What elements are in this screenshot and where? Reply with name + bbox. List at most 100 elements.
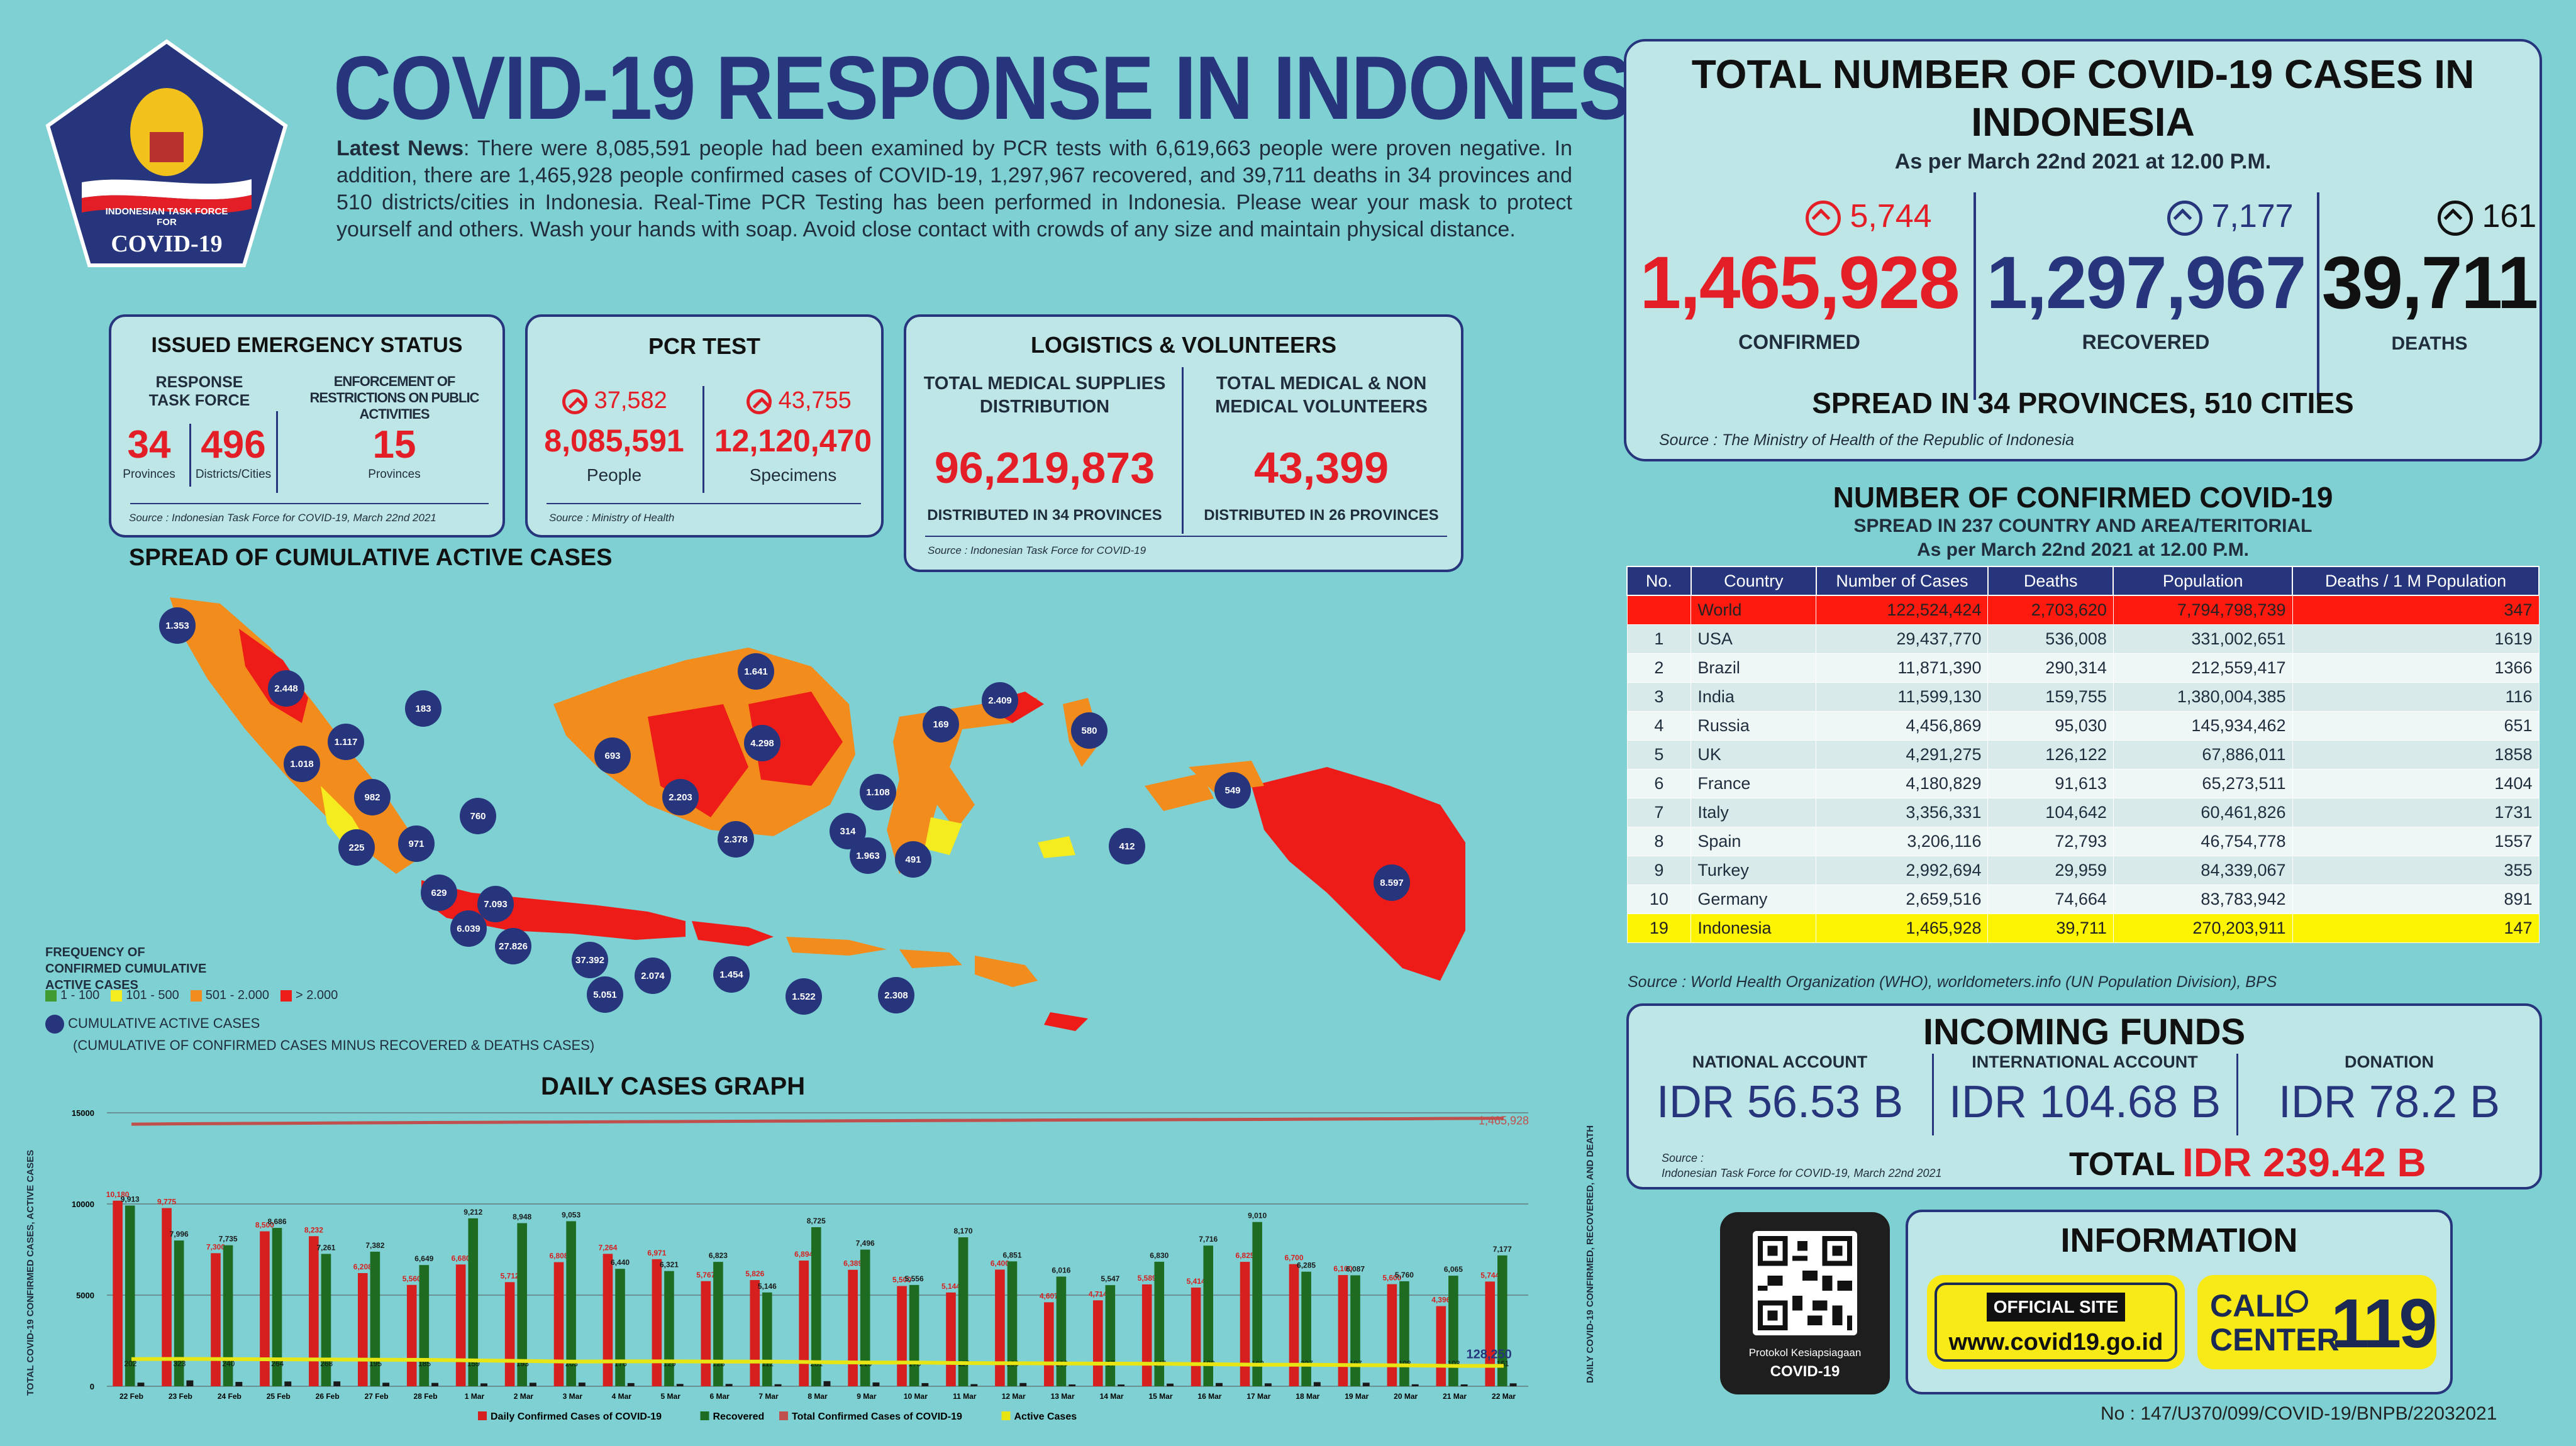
- qr-card[interactable]: Protokol Kesiapsiagaan COVID-19: [1720, 1212, 1890, 1394]
- active-cases-bubble: 1.963: [850, 837, 886, 874]
- confirmed-data-label: 4,714: [1089, 1289, 1108, 1298]
- confirmed-bar: [358, 1272, 368, 1386]
- table-cell: 5: [1626, 740, 1692, 770]
- table-cell: 3,206,116: [1816, 827, 1989, 856]
- recovered-data-label: 8,170: [954, 1227, 973, 1235]
- official-site-label: OFFICIAL SITE: [1987, 1293, 2125, 1322]
- confirmed-bar: [309, 1236, 319, 1386]
- active-cases-bubble: 982: [354, 779, 391, 815]
- x-tick-label: 13 Mar: [1051, 1392, 1075, 1401]
- legend-label: 101 - 500: [126, 988, 179, 1002]
- call-center-button[interactable]: CALL CENTER 119: [2197, 1275, 2437, 1369]
- confirmed-bar: [553, 1262, 564, 1386]
- death-data-label: 323: [173, 1359, 186, 1368]
- provinces-value: 34: [127, 423, 171, 466]
- official-site-button[interactable]: OFFICIAL SITE www.covid19.go.id: [1927, 1275, 2185, 1369]
- table-cell: 6: [1626, 769, 1692, 798]
- table-cell: 145,934,462: [2112, 711, 2293, 741]
- confirmed-data-label: 5,500: [892, 1276, 911, 1284]
- legend-label: > 2.000: [295, 988, 338, 1002]
- table-cell: 84,339,067: [2112, 856, 2293, 885]
- divider: [2317, 192, 2319, 400]
- table-cell: 1858: [2292, 740, 2540, 770]
- recovered-data-label: 5,760: [1395, 1271, 1414, 1279]
- confirmed-bar: [504, 1282, 515, 1386]
- confirmed-data-label: 5,589: [1138, 1274, 1157, 1283]
- table-cell: 1557: [2292, 827, 2540, 856]
- divider: [130, 503, 489, 504]
- x-tick-label: 19 Mar: [1345, 1392, 1368, 1401]
- incoming-funds-panel: INCOMING FUNDS NATIONAL ACCOUNT IDR 56.5…: [1626, 1003, 2542, 1189]
- confirmed-data-label: 6,400: [991, 1259, 1009, 1267]
- table-cell: 331,002,651: [2112, 624, 2293, 654]
- table-cell: 104,642: [1987, 798, 2114, 827]
- table-row: 5 UK 4,291,275 126,122 67,886,011 1858: [1626, 740, 2540, 770]
- x-tick-label: 22 Mar: [1492, 1392, 1516, 1401]
- x-tick-label: 25 Feb: [267, 1392, 291, 1401]
- confirmed-bar: [455, 1264, 466, 1386]
- recovered-bar: [762, 1292, 772, 1386]
- table-cell: 116: [2292, 682, 2540, 712]
- confirmed-bar: [1092, 1300, 1103, 1386]
- x-tick-label: 9 Mar: [857, 1392, 877, 1401]
- chart-legend-label: Daily Confirmed Cases of COVID-19: [491, 1411, 662, 1422]
- confirmed-bar: [652, 1259, 662, 1386]
- death-bar: [1460, 1384, 1468, 1386]
- y-tick-label: 15000: [72, 1108, 94, 1118]
- death-bar: [431, 1383, 439, 1386]
- recovered-data-label: 9,913: [121, 1195, 140, 1204]
- recovered-data-label: 6,285: [1297, 1261, 1316, 1270]
- table-cell: 39,711: [1987, 913, 2114, 943]
- x-tick-label: 15 Mar: [1149, 1392, 1173, 1401]
- response-task-force-label: RESPONSE TASK FORCE: [148, 373, 250, 409]
- confirmed-bar: [1387, 1284, 1397, 1386]
- death-bar: [578, 1383, 586, 1386]
- active-cases-bubble: 27.826: [495, 928, 531, 964]
- table-cell: 3: [1626, 682, 1692, 712]
- active-cases-bubble: 8.597: [1374, 864, 1410, 901]
- death-data-label: 264: [271, 1359, 284, 1368]
- districts-label: Districts/Cities: [195, 468, 272, 481]
- recovered-data-label: 6,065: [1444, 1265, 1463, 1274]
- chart-y2label: DAILY COVID-19 CONFIRMED, RECOVERED, AND…: [1585, 1125, 1596, 1383]
- legend-swatch: [111, 990, 123, 1002]
- active-cases-bubble: 491: [895, 841, 931, 878]
- table-cell: 60,461,826: [2112, 798, 2293, 827]
- national-value: IDR 56.53 B: [1656, 1077, 1904, 1127]
- death-bar: [1019, 1383, 1027, 1386]
- death-bar: [1069, 1384, 1076, 1386]
- table-cell: 2,659,516: [1816, 885, 1989, 914]
- recovered-bar: [664, 1271, 674, 1386]
- recovered-bar: [174, 1240, 184, 1386]
- confirmed-data-label: 5,560: [402, 1274, 421, 1283]
- table-row: 2 Brazil 11,871,390 290,314 212,559,417 1366: [1626, 653, 2540, 683]
- death-bar: [529, 1383, 536, 1386]
- confirmed-data-label: 5,712: [501, 1271, 519, 1280]
- confirmed-bar: [406, 1284, 417, 1386]
- active-cases-bubble: 7.093: [477, 886, 514, 922]
- table-row: 7 Italy 3,356,331 104,642 60,461,826 1731: [1626, 798, 2540, 827]
- recovered-data-label: 5,146: [758, 1282, 777, 1291]
- restrictions-label: ENFORCEMENT OF RESTRICTIONS ON PUBLIC AC…: [309, 373, 480, 422]
- recovered-data-label: 5,556: [905, 1274, 924, 1283]
- x-tick-label: 23 Feb: [169, 1392, 192, 1401]
- active-cases-bubble: 5.051: [587, 976, 623, 1013]
- death-data-label: 268: [320, 1359, 333, 1368]
- recovered-data-label: 9,212: [464, 1208, 482, 1217]
- table-row: 4 Russia 4,456,869 95,030 145,934,462 651: [1626, 711, 2540, 741]
- recovered-data-label: 6,087: [1346, 1264, 1365, 1273]
- death-data-label: 240: [222, 1359, 235, 1368]
- chart-legend-label: Recovered: [713, 1411, 765, 1422]
- national-label: NATIONAL ACCOUNT: [1692, 1052, 1868, 1071]
- donation-label: DONATION: [2345, 1052, 2434, 1071]
- logo-covid: COVID-19: [111, 231, 223, 257]
- increase-arrow-icon: [2167, 201, 2202, 236]
- confirmed-bar: [1485, 1281, 1496, 1386]
- recovered-bar: [811, 1227, 821, 1386]
- table-row: 10 Germany 2,659,516 74,664 83,783,942 891: [1626, 885, 2540, 914]
- funds-title: INCOMING FUNDS: [1923, 1012, 2246, 1052]
- table-cell: 74,664: [1987, 885, 2114, 914]
- recovered-bar: [1105, 1285, 1116, 1386]
- recovered-bar: [909, 1284, 919, 1386]
- table-cell: 10: [1626, 885, 1692, 914]
